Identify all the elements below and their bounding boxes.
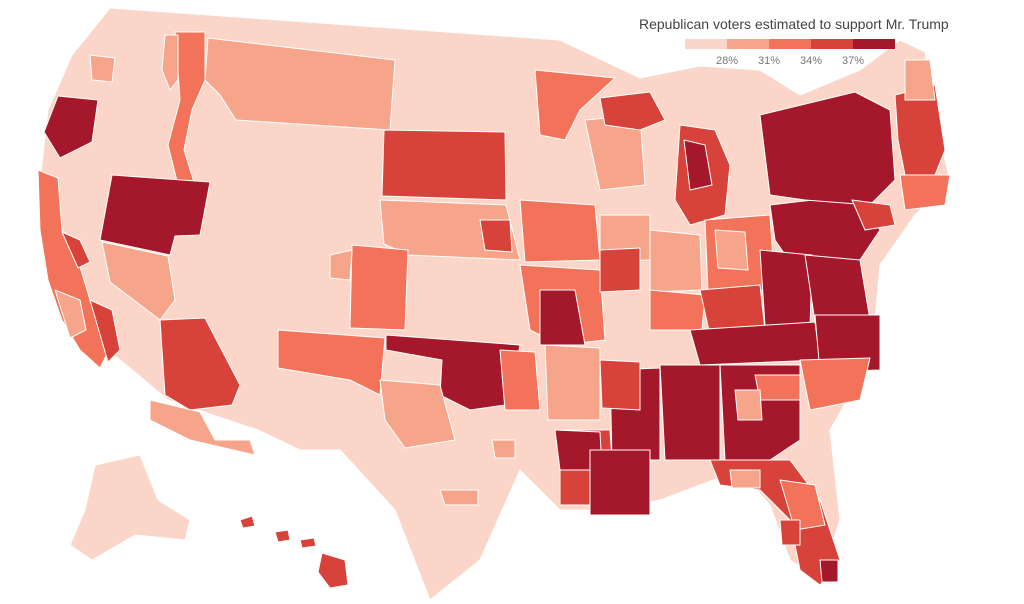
district-region	[499, 349, 541, 411]
legend-tick-label: 31%	[757, 55, 781, 67]
legend-title: Republican voters estimated to support M…	[639, 16, 949, 32]
district-region	[804, 254, 871, 323]
district-region	[779, 479, 826, 531]
district-region	[904, 59, 936, 101]
district-region	[479, 219, 513, 253]
district-region	[729, 469, 761, 489]
district-region	[519, 199, 601, 263]
district-region	[754, 374, 801, 401]
district-region	[779, 519, 801, 546]
district-region	[89, 54, 116, 83]
legend-tick-label: 37%	[841, 55, 865, 67]
district-region	[61, 231, 91, 269]
district-region	[89, 299, 121, 363]
district-region	[101, 241, 176, 321]
district-region	[37, 169, 109, 369]
district-region	[491, 439, 516, 459]
district-region	[299, 537, 317, 549]
district-region	[317, 552, 349, 589]
district-region	[759, 91, 896, 206]
legend-swatch	[685, 39, 727, 49]
district-region	[599, 91, 666, 131]
district-region	[714, 229, 749, 271]
district-region	[54, 289, 87, 339]
legend-ticks: 28% 31% 34% 37%	[685, 55, 895, 71]
district-region	[239, 515, 256, 529]
district-region	[43, 95, 99, 159]
district-region	[899, 174, 951, 211]
district-region	[649, 289, 706, 331]
district-region	[734, 389, 763, 421]
district-region	[149, 399, 256, 456]
district-region	[274, 529, 291, 543]
district-region	[204, 37, 396, 131]
district-region	[689, 321, 821, 366]
district-region	[599, 359, 641, 411]
district-region	[99, 174, 211, 256]
district-region	[159, 317, 241, 411]
district-region	[819, 559, 839, 583]
legend-swatch	[811, 39, 853, 49]
district-region	[439, 489, 479, 506]
district-region	[683, 139, 713, 191]
district-region	[379, 379, 456, 449]
district-region	[329, 249, 353, 281]
district-region	[539, 289, 586, 346]
legend-swatches	[685, 39, 895, 49]
district-region	[659, 364, 721, 461]
district-region	[534, 69, 616, 141]
legend-swatch	[769, 39, 811, 49]
district-shapes	[37, 7, 951, 601]
district-region	[599, 247, 641, 293]
district-region	[649, 229, 703, 293]
district-region	[69, 454, 191, 561]
legend-tick-label: 34%	[799, 55, 823, 67]
legend-swatch	[727, 39, 769, 49]
district-region	[759, 249, 813, 331]
district-region	[799, 357, 871, 411]
district-region	[544, 344, 601, 421]
legend-tick-label: 28%	[715, 55, 739, 67]
district-region	[277, 329, 386, 396]
district-region	[589, 449, 651, 516]
district-region	[167, 31, 206, 186]
legend-swatch	[853, 39, 895, 49]
district-region	[161, 34, 179, 91]
district-region	[381, 129, 507, 201]
district-region	[851, 199, 896, 231]
district-region	[349, 244, 409, 331]
